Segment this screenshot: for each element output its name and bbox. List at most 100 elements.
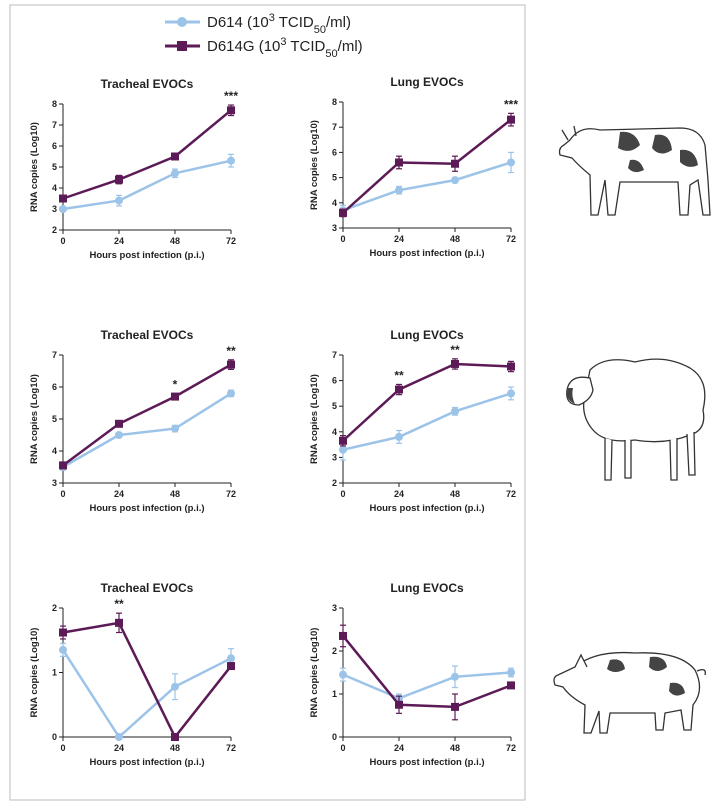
marker [339, 670, 347, 679]
marker [171, 424, 179, 433]
marker [339, 631, 347, 640]
y-axis-label: RNA copies (Log10) [309, 374, 320, 464]
legend-text: TCID [275, 14, 314, 31]
chart-title: Tracheal EVOCs [101, 77, 194, 91]
y-tick-label: 7 [52, 120, 57, 130]
legend-text: TCID [287, 38, 326, 55]
y-tick-label: 7 [332, 122, 337, 132]
marker [507, 158, 515, 167]
marker [339, 208, 347, 217]
marker [507, 115, 515, 124]
legend-text: 3 [280, 36, 286, 48]
marker [59, 194, 67, 203]
series-line [62, 159, 232, 211]
series-line [61, 649, 232, 739]
x-tick-label: 72 [226, 743, 236, 753]
marker [59, 628, 67, 637]
legend-text: 50 [314, 24, 326, 36]
x-tick-label: 72 [506, 489, 516, 499]
x-axis-label: Hours post infection (p.i.) [369, 757, 484, 768]
chart-title: Lung EVOCs [390, 75, 464, 89]
x-tick-label: 24 [394, 234, 404, 244]
y-tick-label: 5 [332, 173, 337, 183]
marker [59, 461, 67, 470]
marker [115, 733, 123, 741]
series-line [342, 671, 512, 700]
x-tick-label: 24 [114, 743, 124, 753]
sheep-icon [566, 358, 706, 481]
x-tick-label: 24 [394, 743, 404, 753]
x-tick-label: 48 [170, 743, 180, 753]
marker [171, 392, 179, 401]
y-tick-label: 5 [52, 162, 57, 172]
y-tick-label: 6 [52, 141, 57, 151]
marker [227, 389, 235, 398]
y-tick-label: 4 [332, 427, 337, 437]
x-axis-label: Hours post infection (p.i.) [89, 757, 204, 768]
y-tick-label: 8 [52, 99, 57, 109]
x-tick-label: 0 [60, 743, 65, 753]
legend-text: D614G (10 [207, 38, 280, 55]
y-tick-label: 2 [332, 478, 337, 488]
marker [395, 158, 403, 167]
series-line [342, 118, 512, 214]
series-line [62, 621, 232, 740]
significance-label: * [173, 377, 178, 391]
marker [395, 186, 403, 195]
marker [227, 106, 235, 115]
marker [115, 196, 123, 205]
marker [227, 156, 235, 165]
y-tick-label: 3 [52, 478, 57, 488]
significance-label: *** [504, 97, 518, 111]
significance-label: ** [394, 368, 404, 382]
chart-title: Tracheal EVOCs [101, 328, 194, 342]
significance-label: *** [224, 89, 238, 103]
marker [227, 360, 235, 369]
x-tick-label: 72 [226, 489, 236, 499]
x-axis-label: Hours post infection (p.i.) [369, 248, 484, 259]
marker [451, 359, 459, 368]
cow-icon [558, 125, 711, 216]
significance-label: ** [226, 344, 236, 358]
y-tick-label: 6 [332, 147, 337, 157]
series-line [62, 109, 232, 200]
marker [171, 152, 179, 161]
x-tick-label: 72 [506, 234, 516, 244]
marker [507, 668, 515, 677]
x-axis-label: Hours post infection (p.i.) [89, 250, 204, 261]
y-tick-label: 7 [332, 350, 337, 360]
y-tick-label: 6 [52, 382, 57, 392]
y-tick-label: 3 [332, 223, 337, 233]
legend-text: 3 [269, 12, 275, 24]
marker [171, 682, 179, 691]
x-tick-label: 48 [450, 743, 460, 753]
marker [507, 389, 515, 398]
x-tick-label: 24 [394, 489, 404, 499]
legend-label: D614G (103 TCID50/ml) [207, 36, 363, 60]
marker [115, 618, 123, 627]
x-tick-label: 48 [450, 234, 460, 244]
y-tick-label: 8 [332, 97, 337, 107]
y-tick-label: 4 [332, 198, 337, 208]
series-line [62, 363, 232, 467]
marker [115, 431, 123, 439]
x-tick-label: 24 [114, 236, 124, 246]
series-line [342, 362, 512, 442]
y-axis-label: RNA copies (Log10) [309, 120, 320, 210]
y-tick-label: 5 [52, 414, 57, 424]
x-axis-label: Hours post infection (p.i.) [369, 503, 484, 514]
x-tick-label: 0 [340, 743, 345, 753]
y-tick-label: 2 [52, 225, 57, 235]
marker [171, 169, 179, 178]
chart-title: Lung EVOCs [390, 328, 464, 342]
marker [395, 700, 403, 709]
y-axis-label: RNA copies (Log10) [29, 122, 40, 212]
y-axis-label: RNA copies (Log10) [29, 628, 40, 718]
x-tick-label: 48 [170, 489, 180, 499]
series-line [342, 392, 512, 451]
marker [339, 445, 347, 454]
legend-text: /ml) [326, 14, 351, 31]
chart-title: Tracheal EVOCs [101, 581, 194, 595]
y-tick-label: 1 [332, 689, 337, 699]
marker [115, 419, 123, 428]
